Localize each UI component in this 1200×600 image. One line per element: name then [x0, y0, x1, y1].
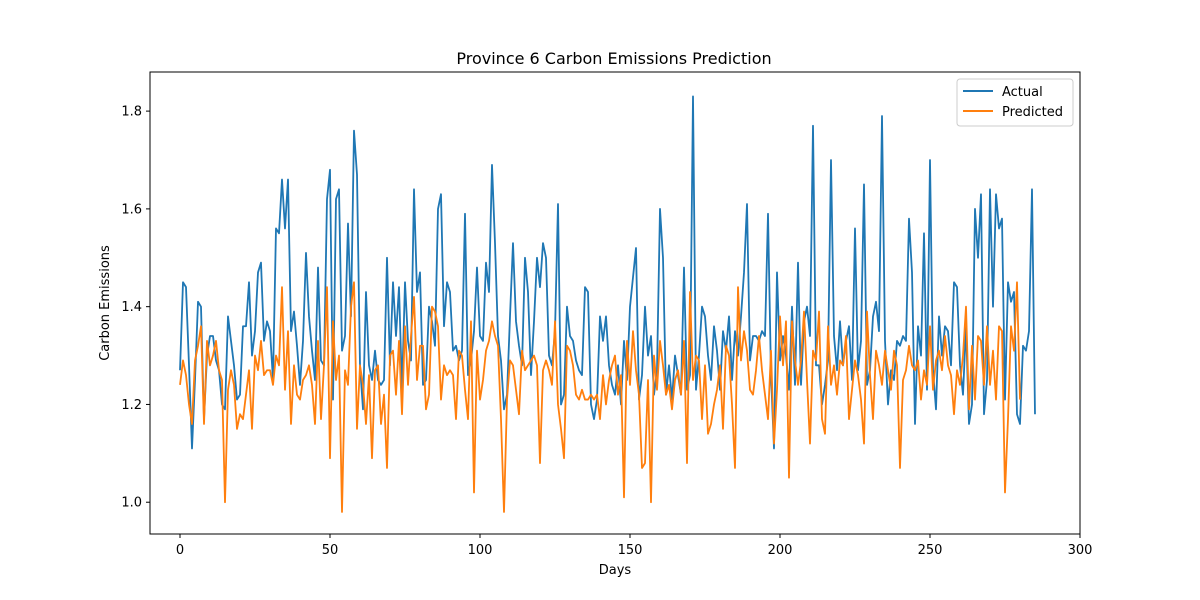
y-axis-ticks: 1.0 1.2 1.4 1.6 1.8: [121, 105, 150, 511]
x-axis-ticks: 0 50 100 150 200 250 300: [176, 534, 1093, 558]
x-tick-label: 150: [618, 543, 643, 558]
x-tick-label: 250: [918, 543, 943, 558]
legend-label-predicted: Predicted: [1002, 105, 1063, 120]
x-tick-label: 0: [176, 543, 184, 558]
y-axis-label: Carbon Emissions: [98, 245, 113, 361]
x-tick-label: 100: [468, 543, 493, 558]
y-tick-label: 1.6: [121, 202, 142, 217]
chart-title: Province 6 Carbon Emissions Prediction: [456, 49, 771, 68]
series-line-predicted: [179, 281, 1021, 513]
legend-label-actual: Actual: [1002, 85, 1043, 100]
x-tick-label: 300: [1068, 543, 1093, 558]
x-tick-label: 200: [768, 543, 793, 558]
y-tick-label: 1.8: [121, 105, 142, 120]
y-tick-label: 1.2: [121, 398, 142, 413]
legend: Actual Predicted: [956, 78, 1074, 127]
y-tick-label: 1.4: [121, 300, 142, 315]
plot-lines: [179, 95, 1036, 513]
x-tick-label: 50: [322, 543, 339, 558]
plot-area-frame: [149, 71, 1081, 535]
x-axis-label: Days: [599, 563, 632, 578]
y-tick-label: 1.0: [121, 496, 142, 511]
